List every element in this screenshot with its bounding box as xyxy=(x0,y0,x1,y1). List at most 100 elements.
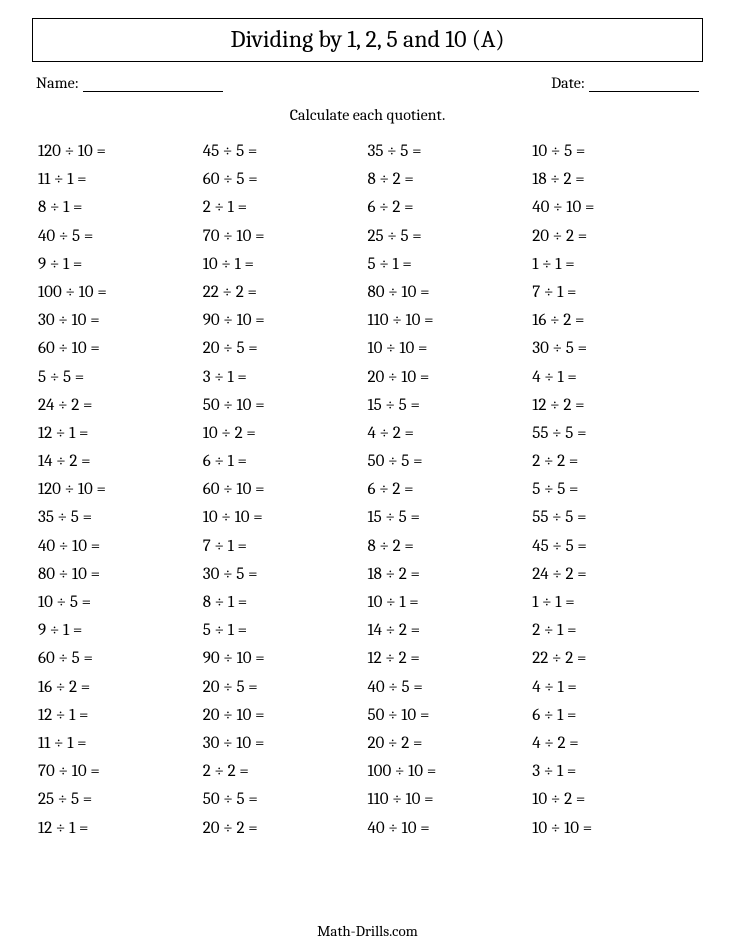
problem-cell: 2 ÷ 1 = xyxy=(532,621,697,640)
worksheet-title: Dividing by 1, 2, 5 and 10 (A) xyxy=(32,18,703,62)
problem-cell: 20 ÷ 5 = xyxy=(203,678,368,697)
problem-cell: 70 ÷ 10 = xyxy=(38,762,203,781)
problem-cell: 6 ÷ 1 = xyxy=(203,452,368,471)
meta-row: Name: Date: xyxy=(32,74,703,92)
problem-cell: 10 ÷ 2 = xyxy=(532,790,697,809)
problem-cell: 14 ÷ 2 = xyxy=(38,452,203,471)
problem-cell: 55 ÷ 5 = xyxy=(532,424,697,443)
problem-cell: 2 ÷ 2 = xyxy=(203,762,368,781)
problem-cell: 16 ÷ 2 = xyxy=(532,311,697,330)
problem-cell: 80 ÷ 10 = xyxy=(368,283,533,302)
problem-cell: 20 ÷ 10 = xyxy=(368,368,533,387)
problem-cell: 120 ÷ 10 = xyxy=(38,480,203,499)
problem-cell: 100 ÷ 10 = xyxy=(368,762,533,781)
problem-cell: 30 ÷ 5 = xyxy=(532,339,697,358)
problem-cell: 90 ÷ 10 = xyxy=(203,311,368,330)
date-blank xyxy=(589,76,699,92)
problem-cell: 3 ÷ 1 = xyxy=(532,762,697,781)
problem-cell: 12 ÷ 1 = xyxy=(38,819,203,838)
problem-cell: 2 ÷ 1 = xyxy=(203,198,368,217)
problem-cell: 20 ÷ 2 = xyxy=(368,734,533,753)
problem-cell: 6 ÷ 2 = xyxy=(368,198,533,217)
date-label: Date: xyxy=(551,74,585,92)
problem-cell: 4 ÷ 2 = xyxy=(532,734,697,753)
problem-cell: 50 ÷ 10 = xyxy=(368,706,533,725)
problem-cell: 18 ÷ 2 = xyxy=(368,565,533,584)
problems-grid: 120 ÷ 10 =45 ÷ 5 =35 ÷ 5 =10 ÷ 5 =11 ÷ 1… xyxy=(32,142,703,838)
problem-cell: 30 ÷ 5 = xyxy=(203,565,368,584)
problem-cell: 24 ÷ 2 = xyxy=(532,565,697,584)
problem-cell: 20 ÷ 2 = xyxy=(532,227,697,246)
problem-cell: 4 ÷ 1 = xyxy=(532,678,697,697)
problem-cell: 40 ÷ 5 = xyxy=(38,227,203,246)
problem-cell: 110 ÷ 10 = xyxy=(368,311,533,330)
name-blank xyxy=(83,76,223,92)
problem-cell: 6 ÷ 2 = xyxy=(368,480,533,499)
problem-cell: 20 ÷ 10 = xyxy=(203,706,368,725)
footer-credit: Math-Drills.com xyxy=(32,906,703,940)
problem-cell: 10 ÷ 10 = xyxy=(532,819,697,838)
problem-cell: 8 ÷ 2 = xyxy=(368,170,533,189)
problem-cell: 35 ÷ 5 = xyxy=(368,142,533,161)
problem-cell: 40 ÷ 5 = xyxy=(368,678,533,697)
name-label: Name: xyxy=(36,74,79,92)
problem-cell: 11 ÷ 1 = xyxy=(38,170,203,189)
problem-cell: 1 ÷ 1 = xyxy=(532,593,697,612)
problem-cell: 8 ÷ 2 = xyxy=(368,537,533,556)
problem-cell: 12 ÷ 2 = xyxy=(532,396,697,415)
problem-cell: 9 ÷ 1 = xyxy=(38,255,203,274)
problem-cell: 16 ÷ 2 = xyxy=(38,678,203,697)
problem-cell: 7 ÷ 1 = xyxy=(203,537,368,556)
problem-cell: 8 ÷ 1 = xyxy=(203,593,368,612)
problem-cell: 10 ÷ 1 = xyxy=(368,593,533,612)
problem-cell: 12 ÷ 1 = xyxy=(38,424,203,443)
problem-cell: 110 ÷ 10 = xyxy=(368,790,533,809)
problem-cell: 5 ÷ 1 = xyxy=(368,255,533,274)
problem-cell: 10 ÷ 10 = xyxy=(368,339,533,358)
problem-cell: 10 ÷ 1 = xyxy=(203,255,368,274)
problem-cell: 50 ÷ 10 = xyxy=(203,396,368,415)
problem-cell: 30 ÷ 10 = xyxy=(38,311,203,330)
problem-cell: 2 ÷ 2 = xyxy=(532,452,697,471)
problem-cell: 10 ÷ 2 = xyxy=(203,424,368,443)
problem-cell: 24 ÷ 2 = xyxy=(38,396,203,415)
problem-cell: 120 ÷ 10 = xyxy=(38,142,203,161)
problem-cell: 3 ÷ 1 = xyxy=(203,368,368,387)
problem-cell: 45 ÷ 5 = xyxy=(532,537,697,556)
name-field: Name: xyxy=(36,74,223,92)
problem-cell: 15 ÷ 5 = xyxy=(368,508,533,527)
problem-cell: 70 ÷ 10 = xyxy=(203,227,368,246)
problem-cell: 45 ÷ 5 = xyxy=(203,142,368,161)
problem-cell: 25 ÷ 5 = xyxy=(38,790,203,809)
problem-cell: 5 ÷ 5 = xyxy=(38,368,203,387)
problem-cell: 12 ÷ 1 = xyxy=(38,706,203,725)
problem-cell: 55 ÷ 5 = xyxy=(532,508,697,527)
problem-cell: 10 ÷ 10 = xyxy=(203,508,368,527)
problem-cell: 9 ÷ 1 = xyxy=(38,621,203,640)
problem-cell: 60 ÷ 10 = xyxy=(203,480,368,499)
problem-cell: 10 ÷ 5 = xyxy=(532,142,697,161)
instruction-text: Calculate each quotient. xyxy=(32,106,703,124)
problem-cell: 50 ÷ 5 = xyxy=(368,452,533,471)
problem-cell: 40 ÷ 10 = xyxy=(532,198,697,217)
problem-cell: 40 ÷ 10 = xyxy=(38,537,203,556)
problem-cell: 25 ÷ 5 = xyxy=(368,227,533,246)
problem-cell: 4 ÷ 2 = xyxy=(368,424,533,443)
problem-cell: 20 ÷ 5 = xyxy=(203,339,368,358)
problem-cell: 1 ÷ 1 = xyxy=(532,255,697,274)
problem-cell: 11 ÷ 1 = xyxy=(38,734,203,753)
problem-cell: 5 ÷ 5 = xyxy=(532,480,697,499)
problem-cell: 80 ÷ 10 = xyxy=(38,565,203,584)
problem-cell: 60 ÷ 5 = xyxy=(38,649,203,668)
problem-cell: 40 ÷ 10 = xyxy=(368,819,533,838)
date-field: Date: xyxy=(551,74,699,92)
problem-cell: 90 ÷ 10 = xyxy=(203,649,368,668)
problem-cell: 5 ÷ 1 = xyxy=(203,621,368,640)
problem-cell: 10 ÷ 5 = xyxy=(38,593,203,612)
problem-cell: 22 ÷ 2 = xyxy=(532,649,697,668)
problem-cell: 8 ÷ 1 = xyxy=(38,198,203,217)
problem-cell: 22 ÷ 2 = xyxy=(203,283,368,302)
problem-cell: 60 ÷ 5 = xyxy=(203,170,368,189)
problem-cell: 7 ÷ 1 = xyxy=(532,283,697,302)
problem-cell: 50 ÷ 5 = xyxy=(203,790,368,809)
